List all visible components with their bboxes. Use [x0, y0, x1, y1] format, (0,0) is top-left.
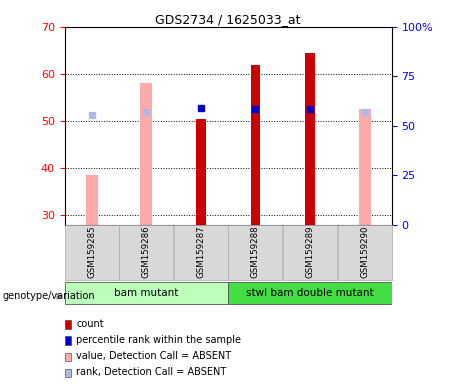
- Text: genotype/variation: genotype/variation: [2, 291, 95, 301]
- Text: value, Detection Call = ABSENT: value, Detection Call = ABSENT: [76, 351, 231, 361]
- Bar: [140, 83, 153, 225]
- Bar: [229, 225, 283, 280]
- Text: percentile rank within the sample: percentile rank within the sample: [76, 335, 241, 345]
- Text: bam mutant: bam mutant: [114, 288, 178, 298]
- Bar: [229, 281, 391, 304]
- Title: GDS2734 / 1625033_at: GDS2734 / 1625033_at: [155, 13, 301, 26]
- Text: stwl bam double mutant: stwl bam double mutant: [246, 288, 374, 298]
- Text: GSM159287: GSM159287: [196, 225, 206, 278]
- Bar: [86, 175, 98, 225]
- Bar: [305, 53, 315, 225]
- Text: GSM159289: GSM159289: [306, 225, 314, 278]
- Text: rank, Detection Call = ABSENT: rank, Detection Call = ABSENT: [76, 367, 226, 377]
- Bar: [196, 119, 206, 225]
- Text: GSM159288: GSM159288: [251, 225, 260, 278]
- Text: GSM159285: GSM159285: [87, 225, 96, 278]
- Bar: [65, 225, 119, 280]
- Bar: [337, 225, 391, 280]
- Bar: [174, 225, 228, 280]
- Bar: [283, 225, 337, 280]
- Bar: [119, 225, 173, 280]
- Bar: [359, 109, 371, 225]
- Text: GSM159290: GSM159290: [360, 225, 369, 278]
- Text: GSM159286: GSM159286: [142, 225, 151, 278]
- Bar: [251, 65, 260, 225]
- Bar: [65, 281, 228, 304]
- Text: count: count: [76, 319, 104, 329]
